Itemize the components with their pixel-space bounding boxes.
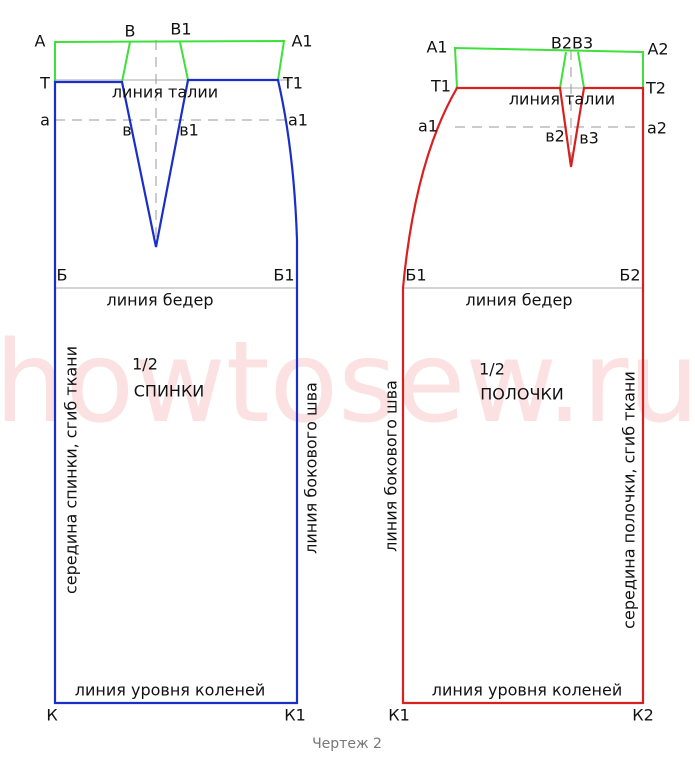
caption: Чертеж 2 <box>312 736 382 752</box>
back-outline <box>53 78 299 705</box>
point-label: Б2 <box>619 266 640 285</box>
side-label: линия бокового шва <box>302 382 321 554</box>
dart-top <box>577 51 585 89</box>
point-label: В <box>125 22 136 41</box>
knee-label: линия уровня коленей <box>75 681 265 700</box>
point-label: А1 <box>291 32 312 51</box>
point-label: А1 <box>426 38 447 57</box>
dart-top <box>121 41 131 83</box>
point-label: В2В3 <box>551 34 593 53</box>
point-label: в2 <box>545 127 565 146</box>
knee-label: линия уровня коленей <box>432 681 622 700</box>
line-label: линия бедер <box>466 291 573 310</box>
point-label: а1 <box>288 111 308 130</box>
point-label: в <box>122 121 131 140</box>
center-label: середина спинки, сгиб ткани <box>62 346 81 594</box>
point-label: А2 <box>647 40 668 59</box>
point-label: Т <box>39 74 50 93</box>
point-label: а <box>40 111 50 130</box>
point-label: в1 <box>179 121 199 140</box>
point-label: К <box>46 706 58 725</box>
line-label: линия талии <box>509 90 615 109</box>
point-label: В1 <box>170 20 191 39</box>
line-label: линия бедер <box>107 291 214 310</box>
point-label: К2 <box>632 706 654 725</box>
piece-fraction: 1/2 <box>479 360 505 379</box>
point-label: А <box>35 32 46 51</box>
piece-fraction: 1/2 <box>132 355 158 374</box>
point-label: а2 <box>647 119 667 138</box>
line-label: линия талии <box>112 83 218 102</box>
dart-top <box>179 41 189 81</box>
center-label: середина полочки, сгиб ткани <box>620 371 639 629</box>
point-label: Т2 <box>645 79 666 98</box>
piece-name: СПИНКИ <box>134 382 205 401</box>
point-label: К1 <box>284 706 306 725</box>
point-label: Т1 <box>430 77 451 96</box>
point-label: Т1 <box>282 74 303 93</box>
point-label: Б1 <box>405 266 426 285</box>
watermark: howtosew.ru <box>0 318 695 448</box>
dart-top <box>559 51 567 89</box>
point-label: в3 <box>579 129 599 148</box>
waistband <box>453 46 644 89</box>
front-outline <box>401 86 645 705</box>
piece-name: ПОЛОЧКИ <box>480 385 564 404</box>
point-label: Б1 <box>273 266 294 285</box>
side-label: линия бокового шва <box>382 380 401 552</box>
point-label: Б <box>57 266 68 285</box>
point-label: К1 <box>388 706 410 725</box>
point-label: а1 <box>418 117 438 136</box>
waistband <box>54 39 286 82</box>
